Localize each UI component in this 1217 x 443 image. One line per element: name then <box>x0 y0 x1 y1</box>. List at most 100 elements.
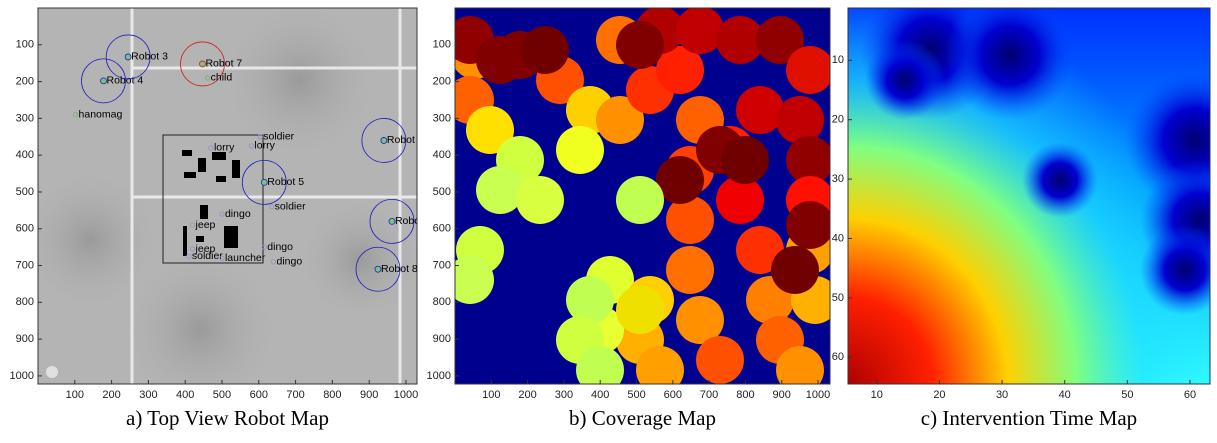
coverage-blob <box>466 106 514 154</box>
coverage-blob <box>776 96 824 144</box>
x-tick-label: 800 <box>323 389 341 401</box>
x-tick-label: 700 <box>700 389 718 401</box>
point <box>72 112 79 118</box>
x-tick-label: 500 <box>627 389 645 401</box>
y-tick-label: 800 <box>433 296 451 308</box>
point <box>219 255 225 261</box>
coverage-blob <box>616 176 664 224</box>
coverage-image <box>455 8 830 384</box>
x-tick-label: 100 <box>66 389 84 401</box>
point <box>269 204 275 210</box>
point-label: Robot 5 <box>267 176 304 188</box>
point <box>261 244 267 250</box>
point <box>248 143 255 149</box>
point <box>186 253 192 259</box>
coverage-blob <box>656 46 704 94</box>
x-tick-label: 800 <box>736 389 754 401</box>
point-label: Robot 8 <box>381 263 418 275</box>
coverage-blob <box>786 201 830 249</box>
point <box>124 53 132 61</box>
point-label: soldier <box>275 200 306 212</box>
y-tick-label: 600 <box>433 223 451 235</box>
x-tick-label: 900 <box>773 389 791 401</box>
coverage-blob <box>786 46 830 94</box>
coverage-blob <box>736 86 784 134</box>
point <box>257 134 263 140</box>
y-tick-label: 900 <box>16 333 34 345</box>
intervention-image <box>848 8 1210 384</box>
x-tick-label: 1000 <box>394 389 418 401</box>
y-tick-label: 300 <box>433 112 451 124</box>
point-label: lorry <box>214 142 235 154</box>
robot-range <box>369 198 415 244</box>
robot-range <box>241 159 287 205</box>
point-label: dingo <box>225 208 251 220</box>
coverage-blob <box>676 296 724 344</box>
coverage-blob <box>476 166 524 214</box>
x-tick-label: 500 <box>213 389 231 401</box>
x-tick-label: 700 <box>286 389 304 401</box>
map-background <box>38 8 417 384</box>
point <box>199 60 206 68</box>
x-tick-label: 100 <box>482 389 500 401</box>
coverage-blob <box>716 16 764 64</box>
x-tick-label: 40 <box>1059 389 1071 401</box>
coverage-blob <box>616 286 664 334</box>
point <box>219 211 225 217</box>
x-tick-label: 300 <box>139 389 157 401</box>
x-tick-label: 200 <box>102 389 120 401</box>
y-tick-label: 600 <box>16 223 34 235</box>
x-tick-label: 10 <box>871 389 883 401</box>
y-tick-label: 800 <box>16 296 34 308</box>
x-tick-label: 600 <box>664 389 682 401</box>
y-tick-label: 1000 <box>427 370 451 382</box>
x-tick-label: 600 <box>250 389 268 401</box>
axes-frame <box>847 7 1211 385</box>
y-tick-label: 60 <box>832 351 844 363</box>
y-tick-label: 400 <box>16 149 34 161</box>
y-tick-label: 300 <box>16 112 34 124</box>
x-tick-label: 1000 <box>806 389 830 401</box>
coverage-blob <box>521 26 569 74</box>
y-tick-label: 100 <box>433 39 451 51</box>
y-tick-label: 20 <box>832 114 844 126</box>
y-tick-label: 1000 <box>10 370 34 382</box>
point <box>270 259 277 265</box>
point-label: Robot 3 <box>131 51 168 63</box>
robot-range <box>355 246 401 292</box>
x-tick-label: 300 <box>555 389 573 401</box>
map-points: hanomag Robot 4 Robot 3 Robot 7 child Robot 6… <box>72 34 424 292</box>
point-label: soldier <box>192 250 223 262</box>
robot-range <box>361 118 407 163</box>
point-label: Robot 6 <box>387 134 424 146</box>
x-tick-label: 400 <box>176 389 194 401</box>
robot-range <box>81 58 126 104</box>
point <box>388 217 396 225</box>
point-label: jeep <box>195 243 216 255</box>
point-label: dingo <box>267 241 293 253</box>
robot-range <box>180 41 225 87</box>
point <box>205 75 211 81</box>
x-tick-label: 60 <box>1184 389 1196 401</box>
y-tick-label: 200 <box>433 75 451 87</box>
y-tick-label: 40 <box>832 232 844 244</box>
coverage-blob <box>736 226 784 274</box>
y-tick-label: 200 <box>16 75 34 87</box>
coverage-blob <box>455 256 494 304</box>
coverage-blob <box>636 346 684 384</box>
y-tick-label: 500 <box>16 186 34 198</box>
coverage-blob <box>771 246 819 294</box>
point <box>189 222 196 228</box>
coverage-blob <box>596 96 644 144</box>
point <box>260 178 268 186</box>
coverage-blob <box>566 276 614 324</box>
x-tick-label: 20 <box>933 389 945 401</box>
coverage-blob <box>576 346 624 384</box>
point-label: jeep <box>195 219 216 231</box>
x-tick-label: 400 <box>591 389 609 401</box>
point-label: Robot 7 <box>205 58 242 70</box>
robot-range <box>105 34 151 80</box>
coverage-blob <box>516 176 564 224</box>
point-label: dingo <box>276 256 302 268</box>
point-label: child <box>211 72 233 84</box>
